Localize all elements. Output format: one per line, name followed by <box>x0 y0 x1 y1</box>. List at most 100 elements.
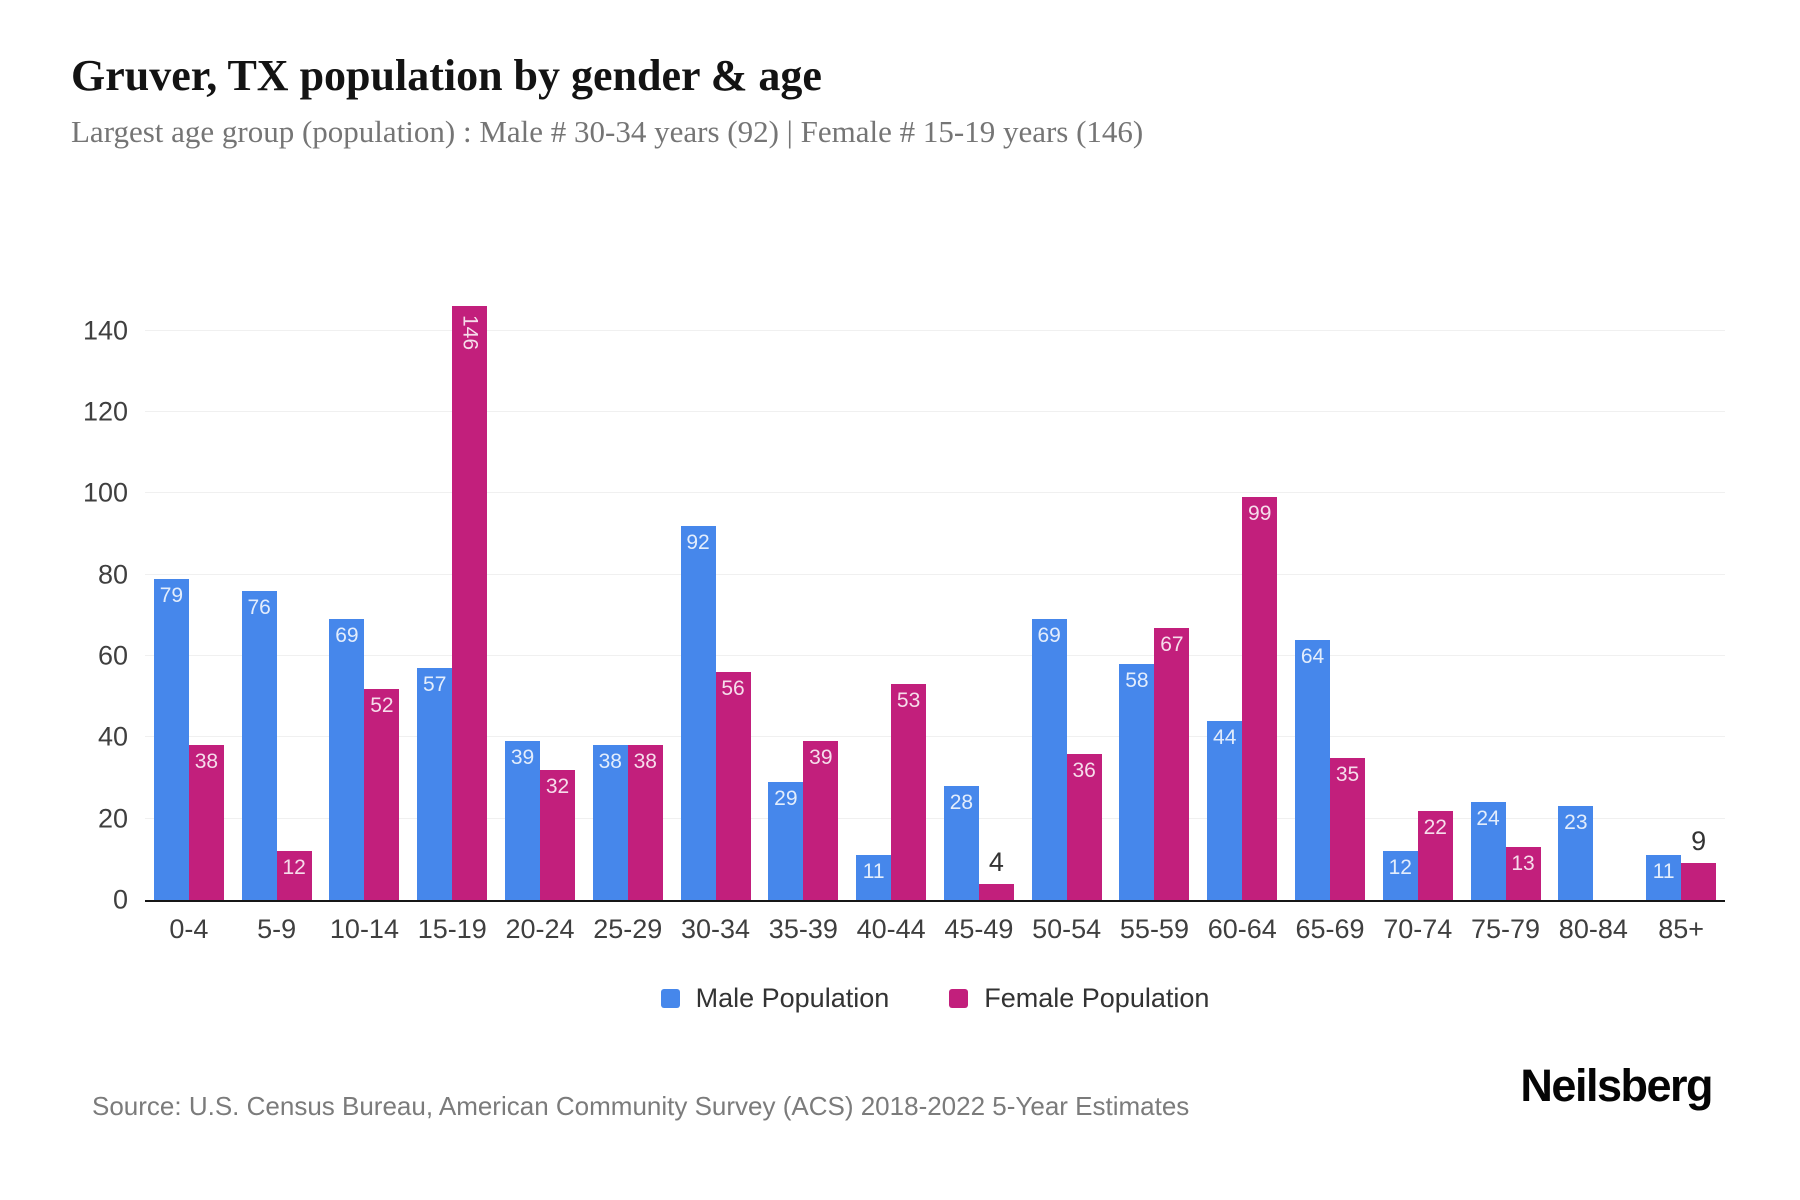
bar-male-45-49[interactable]: 28 <box>943 786 979 900</box>
chart-title: Gruver, TX population by gender & age <box>71 51 822 100</box>
bar-male-70-74[interactable]: 12 <box>1382 851 1418 900</box>
bar-value-label: 52 <box>370 694 394 717</box>
y-axis-label-40: 40 <box>97 721 128 752</box>
x-axis-label-45-49: 45-49 <box>944 914 1014 944</box>
bar-value-label: 11 <box>1652 860 1675 883</box>
bar-male-50-54[interactable]: 69 <box>1031 619 1067 900</box>
legend-label-female: Female Population <box>984 983 1210 1013</box>
x-axis-label-30-34: 30-34 <box>681 914 751 944</box>
bar-value-label: 12 <box>282 856 306 879</box>
bar-value-label: 11 <box>862 860 885 883</box>
y-axis-label-100: 100 <box>82 477 128 508</box>
bar-group-50-54: 69 36 50-54 <box>1031 290 1102 944</box>
bar-value-label: 32 <box>545 775 570 798</box>
bar-female-25-29[interactable]: 38 <box>627 745 663 900</box>
bar-value-label: 64 <box>1300 645 1325 668</box>
bar-group-0-4: 79 38 0-4 <box>153 290 224 944</box>
bar-value-label: 53 <box>896 689 921 712</box>
y-axis-label-60: 60 <box>97 640 128 671</box>
bar-female-50-54[interactable]: 36 <box>1066 754 1102 900</box>
bar-value-label: 38 <box>598 750 622 773</box>
bar-group-65-69: 64 35 65-69 <box>1295 290 1365 944</box>
bar-group-70-74: 12 22 70-74 <box>1382 290 1453 944</box>
x-axis-label-55-59: 55-59 <box>1119 914 1189 944</box>
bar-male-30-34[interactable]: 92 <box>680 526 716 900</box>
bar-male-0-4[interactable]: 79 <box>153 579 189 900</box>
bar-group-60-64: 44 99 60-64 <box>1207 290 1278 944</box>
x-axis-label-75-79: 75-79 <box>1471 914 1541 944</box>
bar-female-30-34[interactable]: 56 <box>715 672 751 900</box>
bar-female-60-64[interactable]: 99 <box>1242 497 1278 900</box>
bar-female-10-14[interactable]: 52 <box>364 689 400 900</box>
bar-group-10-14: 69 52 10-14 <box>329 290 400 944</box>
legend-swatch-male-icon <box>660 989 680 1008</box>
bar-group-35-39: 29 39 35-39 <box>768 290 839 944</box>
bar-value-label: 29 <box>774 787 798 810</box>
bar-male-5-9[interactable]: 76 <box>241 591 277 900</box>
plot-area: 0 20 40 60 80 100 120 140 79 38 0-4 76 12 5-9 69 52 10-1… <box>83 290 1725 944</box>
bar-female-45-49[interactable]: 4 <box>978 847 1014 900</box>
bar-group-80-84: 23 80-84 <box>1558 290 1628 944</box>
x-axis-label-60-64: 60-64 <box>1207 914 1277 944</box>
x-axis-label-50-54: 50-54 <box>1032 914 1102 944</box>
brand-logo: Neilsberg <box>1520 1060 1713 1111</box>
bar-group-40-44: 11 53 40-44 <box>856 290 927 944</box>
bar-female-70-74[interactable]: 22 <box>1417 811 1453 900</box>
bar-value-label: 67 <box>1160 633 1184 656</box>
bar-group-30-34: 92 56 30-34 <box>680 290 751 944</box>
bar-group-5-9: 76 12 5-9 <box>241 290 312 944</box>
bar-male-35-39[interactable]: 29 <box>768 782 804 900</box>
bar-value-label: 38 <box>194 750 219 773</box>
bar-value-label: 24 <box>1476 807 1500 830</box>
bar-female-40-44[interactable]: 53 <box>891 684 927 900</box>
bar-female-65-69[interactable]: 35 <box>1330 758 1365 900</box>
bar-value-label: 92 <box>686 531 710 554</box>
x-axis-label-85+: 85+ <box>1658 914 1705 944</box>
legend: Male Population Female Population <box>145 983 1725 1014</box>
bar-male-85+[interactable]: 11 <box>1646 855 1682 900</box>
bar-value-label: 12 <box>1388 856 1412 879</box>
bar-value-label: 76 <box>247 596 271 619</box>
bar-male-65-69[interactable]: 64 <box>1295 640 1330 900</box>
bar-female-35-39[interactable]: 39 <box>803 741 839 900</box>
bar-group-85+: 11 9 85+ <box>1646 290 1717 944</box>
bar-female-5-9[interactable]: 12 <box>276 851 312 900</box>
bar-male-60-64[interactable]: 44 <box>1207 721 1243 900</box>
bar-group-75-79: 24 13 75-79 <box>1470 290 1541 944</box>
x-axis-label-65-69: 65-69 <box>1295 914 1365 944</box>
bar-value-label: 38 <box>633 750 657 773</box>
x-axis-label-10-14: 10-14 <box>329 914 399 944</box>
x-axis-label-15-19: 15-19 <box>417 914 487 944</box>
gridline-100 <box>145 492 1725 494</box>
bar-male-25-29[interactable]: 38 <box>592 745 628 900</box>
bar-value-label: 4 <box>988 847 1004 877</box>
bar-female-75-79[interactable]: 13 <box>1505 847 1541 900</box>
y-axis-label-20: 20 <box>97 803 128 834</box>
bar-female-0-4[interactable]: 38 <box>188 745 224 900</box>
bar-value-label: 23 <box>1564 811 1588 834</box>
bar-female-55-59[interactable]: 67 <box>1154 628 1190 900</box>
legend-swatch-female-icon <box>949 989 969 1008</box>
bar-male-15-19[interactable]: 57 <box>417 668 453 900</box>
legend-item-male[interactable]: Male Population <box>660 983 889 1014</box>
legend-item-female[interactable]: Female Population <box>949 983 1209 1014</box>
bar-value-label: 57 <box>423 673 447 696</box>
bar-value-label: 69 <box>1037 624 1061 647</box>
bar-female-20-24[interactable]: 32 <box>540 770 575 900</box>
y-axis-label-120: 120 <box>82 396 128 427</box>
bar-male-55-59[interactable]: 58 <box>1119 664 1155 900</box>
y-axis-label-0: 0 <box>112 884 128 915</box>
bar-male-10-14[interactable]: 69 <box>329 619 365 900</box>
bar-male-20-24[interactable]: 39 <box>505 741 540 900</box>
bar-value-label: 99 <box>1248 502 1272 525</box>
bar-male-40-44[interactable]: 11 <box>856 855 892 900</box>
bar-male-80-84[interactable]: 23 <box>1558 806 1594 900</box>
x-axis-label-35-39: 35-39 <box>768 914 838 944</box>
source-note: Source: U.S. Census Bureau, American Com… <box>92 1091 1190 1121</box>
chart-subtitle: Largest age group (population) : Male # … <box>71 114 1144 149</box>
bar-value-label: 36 <box>1072 759 1096 782</box>
bar-female-85+[interactable]: 9 <box>1681 826 1717 900</box>
gridline-80 <box>145 573 1725 575</box>
bar-female-15-19[interactable]: 146 <box>452 306 488 900</box>
bar-male-75-79[interactable]: 24 <box>1470 802 1506 900</box>
